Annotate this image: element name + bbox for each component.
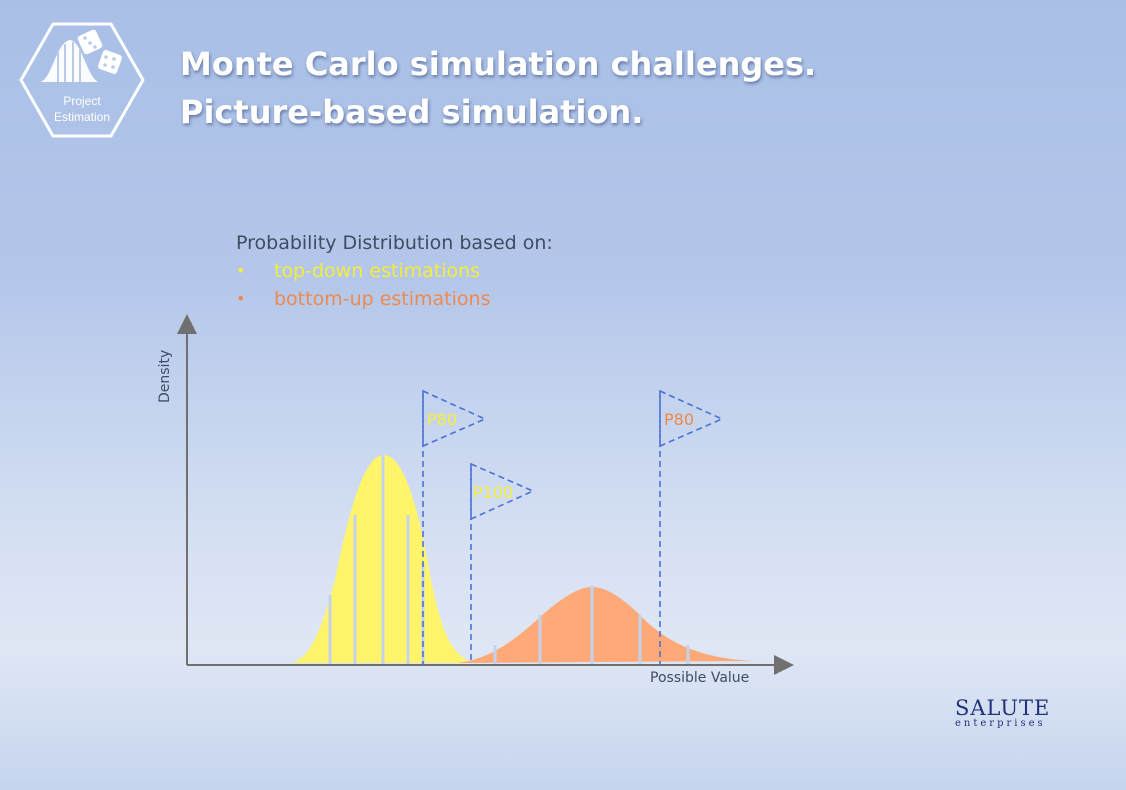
legend-item-label: bottom-up estimations	[274, 288, 491, 310]
bottom-up-distribution	[458, 585, 755, 665]
p100-top-down-label: P100	[473, 483, 513, 502]
distribution-chart: Density Possible Value P80 P100 P80	[157, 314, 794, 686]
p80-top-down-flag: P80	[422, 389, 487, 665]
dice-icon	[77, 29, 122, 74]
p80-bottom-up-label: P80	[664, 410, 694, 429]
brand-subtitle: enterprises	[955, 718, 1046, 729]
bullet-icon: •	[236, 289, 246, 308]
project-estimation-logo: Project Estimation	[18, 22, 146, 138]
logo-badge: Project Estimation	[19, 22, 145, 138]
x-axis-label: Possible Value	[650, 670, 749, 686]
brand-name: SALUTE	[955, 696, 1051, 720]
bullet-icon: •	[236, 261, 246, 280]
title-line-2: Picture-based simulation.	[180, 93, 644, 131]
top-down-distribution	[292, 455, 475, 665]
bell-curve-icon	[40, 40, 98, 82]
logo-text-line2: Estimation	[54, 110, 110, 124]
legend-item-top-down: • top-down estimations	[236, 257, 553, 285]
legend-heading: Probability Distribution based on:	[236, 232, 553, 254]
p80-bottom-up-flag: P80	[659, 389, 724, 665]
distribution-legend: Probability Distribution based on: • top…	[236, 229, 553, 313]
legend-item-bottom-up: • bottom-up estimations	[236, 285, 553, 313]
p80-top-down-label: P80	[427, 410, 457, 429]
p100-top-down-flag: P100	[470, 462, 535, 665]
title-line-1: Monte Carlo simulation challenges.	[180, 45, 817, 83]
y-axis-label: Density	[157, 350, 173, 403]
slide-title: Monte Carlo simulation challenges. Pictu…	[180, 40, 816, 136]
salute-enterprises-logo: SALUTE enterprises	[955, 697, 1055, 729]
logo-text-line1: Project	[63, 94, 101, 108]
legend-item-label: top-down estimations	[274, 260, 481, 282]
